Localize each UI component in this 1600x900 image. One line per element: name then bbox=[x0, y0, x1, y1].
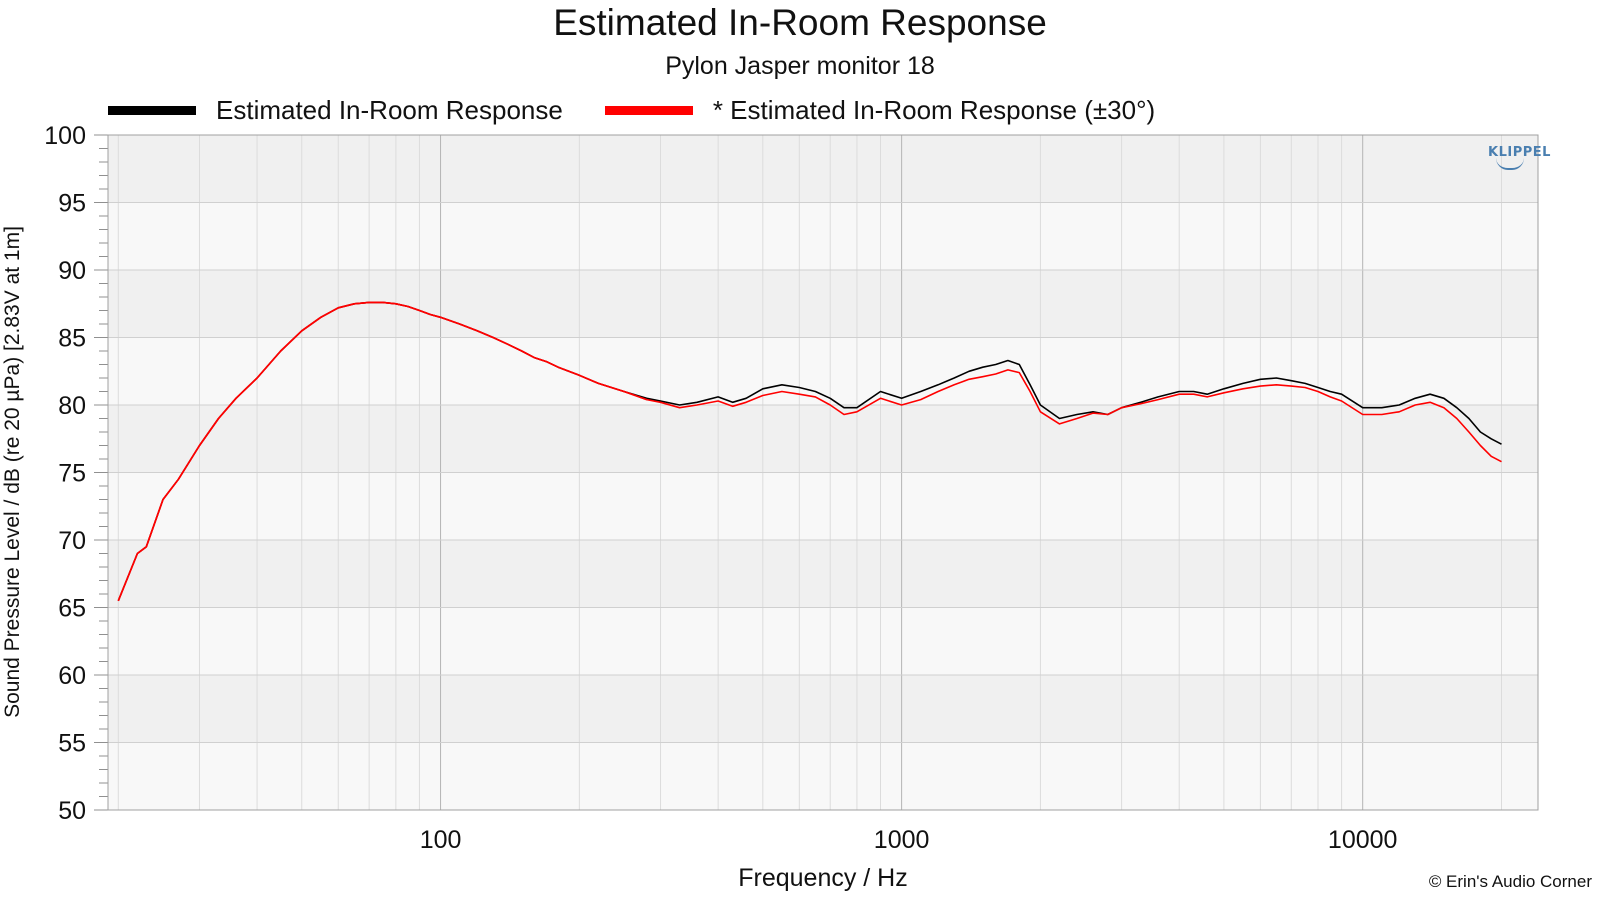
band-75-80 bbox=[108, 405, 1538, 473]
chart-title: Estimated In-Room Response bbox=[553, 2, 1047, 43]
y-tick-label: 55 bbox=[58, 730, 86, 758]
y-tick-label: 80 bbox=[58, 392, 86, 420]
y-minor-ticks bbox=[94, 134, 108, 811]
band-55-60 bbox=[108, 675, 1538, 743]
legend-label-red: * Estimated In-Room Response (±30°) bbox=[712, 94, 1156, 125]
x-tick-label: 1000 bbox=[874, 826, 930, 854]
series-layer bbox=[117, 301, 1502, 602]
x-tick-label: 100 bbox=[420, 826, 462, 854]
klippel-logo-arc bbox=[1496, 158, 1524, 170]
klippel-logo: KLIPPEL bbox=[1488, 145, 1551, 160]
plot-frame bbox=[107, 134, 1539, 811]
y-axis-label: Sound Pressure Level / dB (re 20 µPa) [2… bbox=[1, 226, 24, 718]
legend-swatch-black bbox=[108, 105, 196, 115]
legend: Estimated In-Room Response * Estimated I… bbox=[108, 90, 1197, 130]
plot-bands bbox=[108, 135, 1538, 743]
y-tick-label: 65 bbox=[58, 595, 86, 623]
chart-subtitle: Pylon Jasper monitor 18 bbox=[665, 52, 935, 80]
x-tick-labels: 100 1000 10000 bbox=[420, 826, 1398, 854]
y-tick-label: 75 bbox=[58, 460, 86, 488]
y-tick-label: 90 bbox=[58, 257, 86, 285]
band-65-70 bbox=[108, 540, 1538, 608]
y-tick-label: 85 bbox=[58, 325, 86, 353]
y-tick-label: 60 bbox=[58, 662, 86, 690]
legend-swatch-red bbox=[604, 105, 693, 115]
x-tick-label: 10000 bbox=[1328, 826, 1398, 854]
y-tick-labels: 50 55 60 65 70 75 80 85 90 95 100 bbox=[44, 122, 86, 825]
y-tick-label: 50 bbox=[58, 797, 86, 825]
series-line-overlap bbox=[117, 301, 647, 602]
y-tick-label: 70 bbox=[58, 527, 86, 555]
x-axis-label: Frequency / Hz bbox=[738, 864, 908, 892]
band-85-90 bbox=[108, 270, 1538, 338]
y-tick-label: 100 bbox=[44, 122, 86, 150]
band-95-100 bbox=[108, 135, 1538, 203]
legend-item-black: Estimated In-Room Response bbox=[108, 95, 563, 126]
legend-label-black: Estimated In-Room Response bbox=[216, 94, 563, 125]
y-tick-label: 95 bbox=[58, 190, 86, 218]
legend-item-red: * Estimated In-Room Response (±30°) bbox=[604, 94, 1156, 126]
copyright-text: © Erin's Audio Corner bbox=[1428, 872, 1592, 891]
